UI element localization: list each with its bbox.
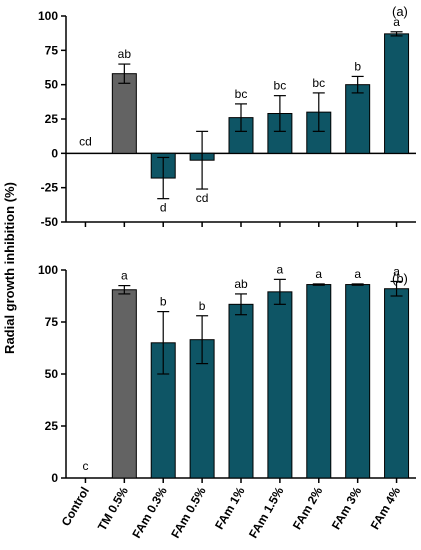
significance-label-a: bc	[235, 87, 248, 101]
x-tick-label: FAm 1%	[212, 484, 248, 532]
significance-label-a: b	[354, 59, 361, 73]
significance-label-b: a	[277, 262, 284, 276]
y-tick-label-a: -25	[41, 181, 59, 195]
significance-label-b: c	[82, 459, 88, 473]
x-tick-label: FAm 0.3%	[129, 484, 170, 540]
x-axis-tick-labels: Control TM 0.5%FAm 0.3%FAm 0.5% FAm 1%FAm …	[59, 484, 404, 540]
y-tick-label-a: 25	[45, 112, 59, 126]
bar-a-fam-4-	[384, 33, 410, 154]
significance-label-b: a	[393, 264, 400, 278]
y-tick-label-b: 75	[45, 315, 59, 329]
bar-b-fam-2-	[306, 284, 332, 479]
y-tick-label-a: -50	[41, 215, 59, 229]
significance-label-b: a	[315, 267, 322, 281]
bar-b-tm-0-5-	[111, 289, 137, 479]
x-tick-label: FAm 2%	[290, 484, 326, 532]
significance-label-a: bc	[274, 79, 287, 93]
significance-label-a: ab	[118, 47, 132, 61]
panel-label-b: (b)	[392, 271, 408, 286]
bar-a-fam-3-	[345, 84, 371, 154]
significance-label-b: a	[121, 269, 128, 283]
chart-panel-a: -50 -25 0 25 50 75 100 cd ab d cd bc bc bc b a(a)	[38, 4, 416, 229]
y-tick-label-b: 100	[38, 263, 58, 277]
significance-label-b: a	[354, 267, 361, 281]
bar-a-tm-0-5-	[111, 73, 137, 154]
bar-b-fam-3-	[345, 284, 371, 479]
significance-label-a: a	[393, 15, 400, 29]
bar-b-fam-4-	[384, 288, 410, 479]
significance-label-b: b	[199, 299, 206, 313]
x-tick-label: FAm 0.5%	[168, 484, 209, 540]
bar-b-fam-1-5-	[267, 291, 293, 479]
significance-label-a: cd	[79, 134, 92, 148]
y-tick-label-b: 25	[45, 419, 59, 433]
significance-label-b: ab	[234, 277, 248, 291]
significance-label-a: bc	[312, 76, 325, 90]
y-tick-label-b: 50	[45, 367, 59, 381]
y-tick-label-a: 0	[51, 146, 58, 160]
x-tick-label: TM 0.5%	[95, 484, 131, 533]
bar-b-fam-1-	[228, 303, 254, 479]
x-tick-label: FAm 1.5%	[246, 484, 287, 540]
x-tick-label: FAm 3%	[329, 484, 365, 532]
significance-label-a: d	[160, 201, 167, 215]
significance-label-b: b	[160, 295, 167, 309]
y-axis-title: Radial growth inhibition (%)	[2, 182, 17, 354]
y-tick-label-b: 0	[51, 471, 58, 485]
y-tick-label-a: 100	[38, 9, 58, 23]
x-tick-label: FAm 4%	[368, 484, 404, 532]
panel-label-a: (a)	[392, 4, 408, 19]
significance-label-a: cd	[196, 191, 209, 205]
x-tick-label: Control	[59, 485, 92, 529]
y-tick-label-a: 50	[45, 78, 59, 92]
y-tick-label-a: 75	[45, 43, 59, 57]
